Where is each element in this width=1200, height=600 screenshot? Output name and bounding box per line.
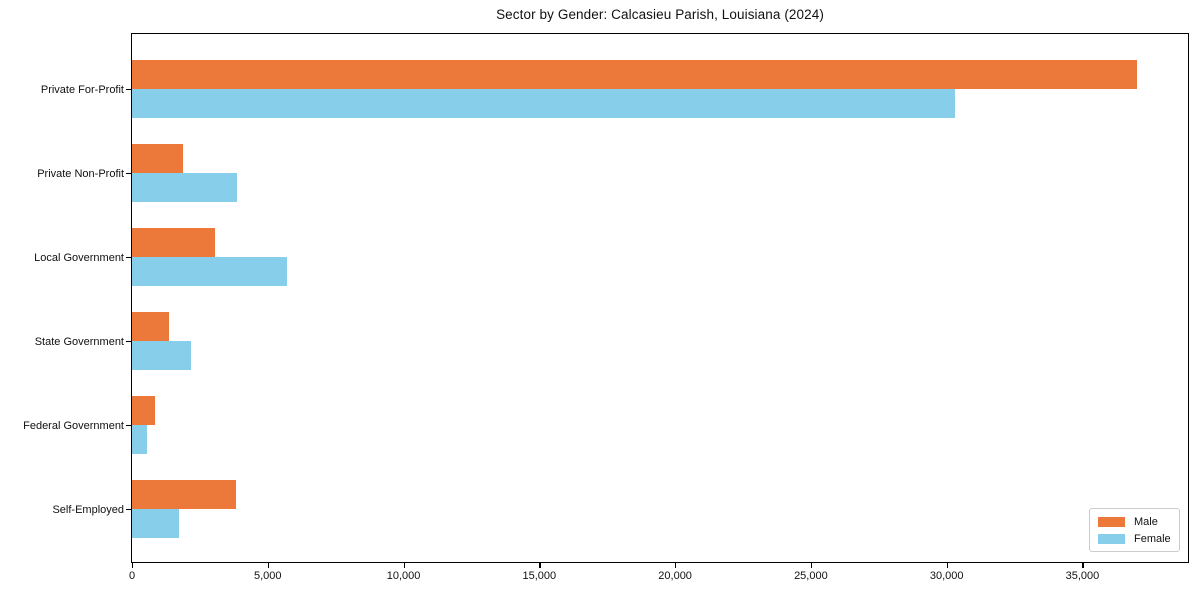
x-tick-label: 10,000 [386,570,421,582]
legend-label-female: Female [1134,533,1171,545]
bar-male-private-non-profit [132,144,183,173]
y-tick-label: Federal Government [23,419,124,432]
y-tick-label: State Government [34,335,124,348]
x-tick-mark [539,563,541,568]
x-tick-mark [1082,563,1084,568]
bar-male-state-government [132,312,169,341]
plot-area [131,33,1189,563]
legend-entry-female: Female [1098,532,1171,546]
bar-male-private-for-profit [132,60,1137,89]
bar-female-federal-government [132,425,147,454]
y-tick-mark [126,425,131,427]
x-tick-mark [132,563,134,568]
y-tick-label: Private For-Profit [40,83,124,96]
legend: Male Female [1089,508,1180,552]
x-tick-label: 5,000 [254,570,282,582]
bar-female-private-non-profit [132,173,237,202]
x-tick-label: 25,000 [794,570,828,582]
x-tick-mark [267,563,270,568]
legend-entry-male: Male [1098,515,1171,529]
x-tick-mark [810,563,813,568]
y-tick-label: Self-Employed [52,503,124,516]
bar-female-local-government [132,257,287,286]
x-tick-label: 35,000 [1065,570,1100,582]
x-tick-mark [403,563,405,568]
bar-male-self-employed [132,480,236,509]
y-tick-label: Local Government [34,251,124,264]
chart-title: Sector by Gender: Calcasieu Parish, Loui… [496,7,824,22]
x-tick-mark [675,563,677,568]
bar-female-state-government [132,341,191,370]
x-tick-mark [946,563,948,568]
y-tick-mark [126,341,131,343]
y-tick-mark [126,509,131,511]
x-tick-label: 30,000 [929,570,964,582]
bar-male-federal-government [132,396,155,425]
bar-male-local-government [132,228,215,257]
y-tick-mark [126,257,131,259]
y-tick-label: Private Non-Profit [37,167,124,180]
x-tick-label: 20,000 [658,570,692,582]
x-tick-label: 15,000 [522,570,557,582]
bar-female-self-employed [132,509,179,538]
legend-swatch-female [1098,534,1125,544]
legend-label-male: Male [1134,516,1158,528]
legend-swatch-male [1098,517,1125,527]
bar-female-private-for-profit [132,89,955,118]
y-tick-mark [126,89,131,91]
y-tick-mark [126,173,131,175]
x-tick-label: 0 [128,570,136,582]
